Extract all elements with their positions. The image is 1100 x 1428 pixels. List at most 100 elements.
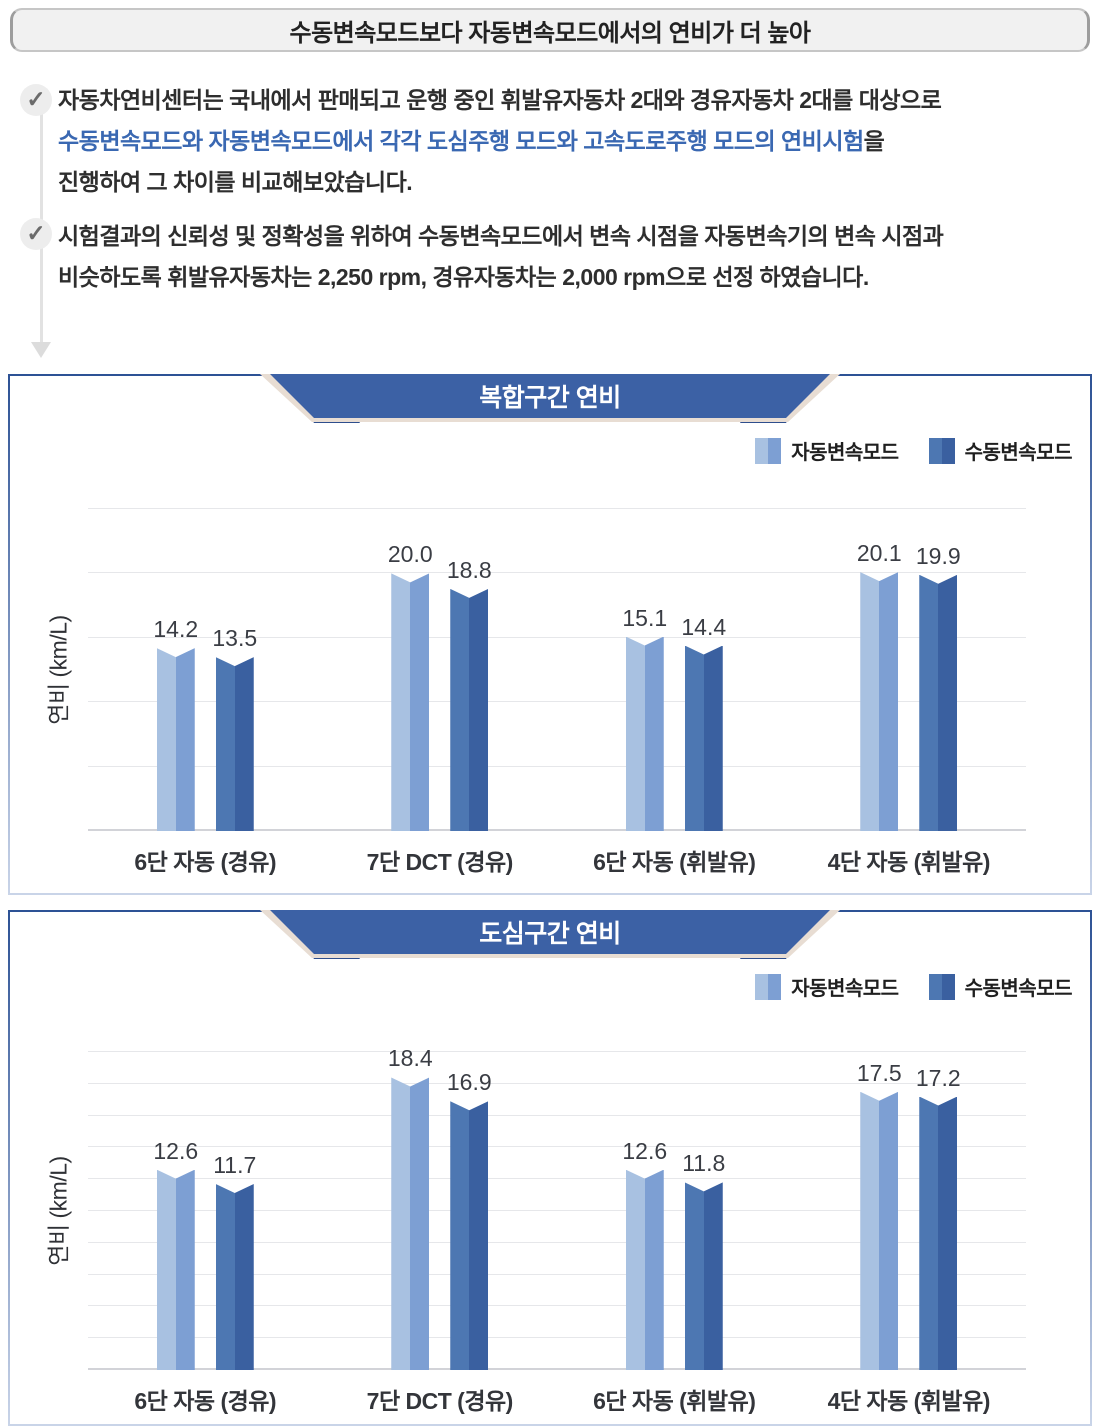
gridline bbox=[88, 765, 1026, 767]
bar-group: 15.1 14.4 bbox=[557, 509, 792, 831]
bullet2-line2: 비슷하도록 휘발유자동차는 2,250 rpm, 경유자동차는 2,000 rp… bbox=[58, 264, 869, 290]
bar-fill bbox=[215, 657, 254, 831]
gridline bbox=[88, 1305, 1026, 1307]
bar-manual-mode: 11.8 bbox=[682, 1150, 725, 1370]
bar-group: 12.6 11.7 bbox=[88, 1052, 323, 1370]
bullet1-highlight-tail: 을 bbox=[863, 128, 885, 154]
chart-title-ribbon: 도심구간 연비 bbox=[260, 910, 840, 959]
bar-fill bbox=[391, 1077, 430, 1370]
gridline bbox=[88, 1241, 1026, 1243]
category-axis: 6단 자동 (경유) 7단 DCT (경유) 6단 자동 (휘발유) 4단 자동 (휘… bbox=[88, 843, 1026, 877]
bar-auto-mode: 20.0 bbox=[388, 541, 433, 831]
bar-fill bbox=[684, 1182, 723, 1370]
legend-swatch-auto-icon bbox=[755, 437, 782, 464]
timeline-arrow-icon bbox=[31, 342, 51, 358]
bar-fill bbox=[684, 645, 723, 831]
bar-fill bbox=[625, 1169, 664, 1370]
chart-city-section: 도심구간 연비 자동변속모드 수동변속모드 연비 (km/L) 12.6 11.7… bbox=[8, 910, 1092, 1426]
chart-title: 도심구간 연비 bbox=[479, 920, 621, 948]
gridline bbox=[88, 1337, 1026, 1339]
bullet1-highlight: 수동변속모드와 자동변속모드에서 각각 도심주행 모드와 고속도로주행 모드의 … bbox=[58, 128, 864, 154]
bar-group: 12.6 11.8 bbox=[557, 1052, 792, 1370]
bar-value-label: 14.4 bbox=[681, 613, 727, 640]
bar-manual-mode: 17.2 bbox=[916, 1065, 961, 1370]
y-axis-label: 연비 (km/L) bbox=[46, 615, 72, 725]
bullet2-line1: 시험결과의 신뢰성 및 정확성을 위하여 수동변속모드에서 변속 시점을 자동변… bbox=[58, 223, 944, 249]
gridline bbox=[88, 508, 1026, 509]
bar-fill bbox=[860, 1091, 899, 1370]
legend-swatch-auto-icon bbox=[755, 973, 782, 1000]
category-label: 6단 자동 (휘발유) bbox=[593, 1388, 756, 1414]
y-axis-label: 연비 (km/L) bbox=[46, 1156, 72, 1266]
bar-manual-mode: 16.9 bbox=[447, 1069, 492, 1370]
bar-auto-mode: 12.6 bbox=[622, 1138, 667, 1370]
bar-groups: 12.6 11.7 18.4 16.9 12.6 11.8 17.5 17.2 bbox=[88, 1045, 1026, 1370]
bullet1-line3: 진행하여 그 차이를 비교해보았습니다. bbox=[58, 169, 413, 195]
gridline bbox=[88, 1273, 1026, 1275]
bar-value-label: 18.4 bbox=[387, 1045, 433, 1072]
legend-item-auto: 자동변속모드 bbox=[755, 972, 899, 1001]
bar-value-label: 20.0 bbox=[387, 541, 433, 568]
bar-manual-mode: 18.8 bbox=[447, 557, 492, 831]
bar-fill bbox=[625, 636, 664, 831]
bar-value-label: 20.1 bbox=[856, 540, 902, 567]
category-axis: 6단 자동 (경유) 7단 DCT (경유) 6단 자동 (휘발유) 4단 자동 (휘… bbox=[88, 1382, 1026, 1416]
bar-groups: 14.2 13.5 20.0 18.8 15.1 14.4 20.1 19.9 bbox=[88, 509, 1026, 831]
bar-value-label: 11.8 bbox=[682, 1150, 726, 1177]
bar-value-label: 17.2 bbox=[915, 1064, 961, 1091]
bar-manual-mode: 11.7 bbox=[213, 1152, 256, 1370]
bar-group: 20.1 19.9 bbox=[792, 509, 1027, 831]
bar-value-label: 18.8 bbox=[446, 556, 492, 583]
bar-group: 18.4 16.9 bbox=[323, 1045, 558, 1370]
legend-item-manual: 수동변속모드 bbox=[928, 972, 1073, 1001]
bar-fill bbox=[919, 574, 958, 831]
chart-legend: 자동변속모드 수동변속모드 bbox=[755, 972, 1073, 1001]
x-axis-baseline bbox=[88, 829, 1026, 831]
gridline bbox=[88, 1178, 1026, 1180]
headline-banner: 수동변속모드보다 자동변속모드에서의 연비가 더 높아 bbox=[10, 8, 1090, 52]
bar-value-label: 15.1 bbox=[622, 604, 668, 631]
bar-value-label: 16.9 bbox=[446, 1069, 492, 1096]
gridline bbox=[88, 636, 1026, 638]
gridline bbox=[88, 1146, 1026, 1148]
bar-group: 20.0 18.8 bbox=[323, 509, 558, 831]
bar-value-label: 11.7 bbox=[213, 1151, 257, 1178]
chart-title-ribbon: 복합구간 연비 bbox=[260, 374, 840, 423]
gridline bbox=[88, 701, 1026, 703]
plot-area: 14.2 13.5 20.0 18.8 15.1 14.4 20.1 19.9 bbox=[88, 508, 1026, 831]
bullet1-line1: 자동차연비센터는 국내에서 판매되고 운행 중인 휘발유자동차 2대와 경유자동… bbox=[58, 87, 942, 113]
bar-auto-mode: 14.2 bbox=[153, 616, 198, 831]
chart-combined-section: 복합구간 연비 자동변속모드 수동변속모드 연비 (km/L) 14.2 13.5… bbox=[8, 374, 1092, 895]
headline-text: 수동변속모드보다 자동변속모드에서의 연비가 더 높아 bbox=[289, 19, 811, 47]
legend-swatch-manual-icon bbox=[928, 973, 955, 1000]
legend-swatch-manual-icon bbox=[928, 437, 955, 464]
ribbon-face: 복합구간 연비 bbox=[270, 374, 830, 418]
category-label: 6단 자동 (경유) bbox=[134, 849, 277, 875]
bar-auto-mode: 12.6 bbox=[153, 1138, 198, 1370]
ribbon-face: 도심구간 연비 bbox=[270, 910, 830, 954]
intro-bullet-2: 시험결과의 신뢰성 및 정확성을 위하여 수동변속모드에서 변속 시점을 자동변… bbox=[58, 216, 1068, 298]
legend-item-manual: 수동변속모드 bbox=[928, 436, 1073, 465]
gridline bbox=[88, 1082, 1026, 1084]
bar-manual-mode: 19.9 bbox=[916, 543, 961, 831]
category-label: 4단 자동 (휘발유) bbox=[827, 1388, 991, 1414]
check-icon: ✓ bbox=[20, 84, 52, 116]
bar-auto-mode: 17.5 bbox=[857, 1060, 902, 1370]
bar-value-label: 14.2 bbox=[153, 616, 199, 643]
bar-value-label: 17.5 bbox=[856, 1059, 902, 1086]
legend-item-auto: 자동변속모드 bbox=[755, 436, 899, 465]
category-label: 7단 DCT (경유) bbox=[366, 849, 514, 875]
category-label: 6단 자동 (휘발유) bbox=[593, 849, 756, 875]
bar-value-label: 19.9 bbox=[915, 542, 961, 569]
plot-area: 12.6 11.7 18.4 16.9 12.6 11.8 17.5 17.2 bbox=[88, 1045, 1026, 1370]
bullet1-line2: 수동변속모드와 자동변속모드에서 각각 도심주행 모드와 고속도로주행 모드의 … bbox=[58, 121, 1068, 162]
bar-value-label: 12.6 bbox=[153, 1137, 199, 1164]
bar-auto-mode: 15.1 bbox=[622, 605, 667, 831]
check-icon: ✓ bbox=[20, 218, 52, 250]
x-axis-baseline bbox=[88, 1368, 1026, 1370]
bar-fill bbox=[156, 648, 195, 831]
chart-legend: 자동변속모드 수동변속모드 bbox=[755, 436, 1073, 465]
gridline bbox=[88, 1051, 1026, 1052]
bar-fill bbox=[860, 572, 899, 831]
bar-fill bbox=[215, 1183, 254, 1370]
